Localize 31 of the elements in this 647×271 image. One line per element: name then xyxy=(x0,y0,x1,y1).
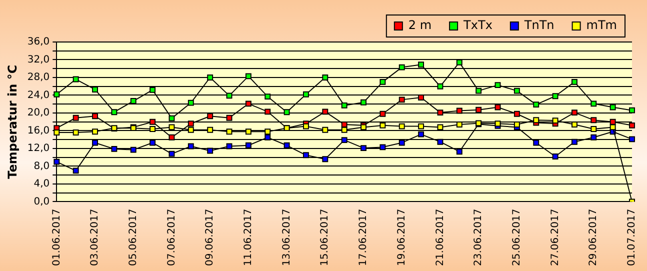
x-tick-label: 05.06.2017 xyxy=(128,208,139,266)
x-tick-label: 13.06.2017 xyxy=(281,208,292,266)
y-tick-label: 0,0 xyxy=(34,196,50,208)
y-tick-label: 24,0 xyxy=(27,90,50,101)
x-tick-label: 27.06.2017 xyxy=(550,208,561,266)
y-tick-label: 36,0 xyxy=(27,36,50,48)
x-tick-label: 17.06.2017 xyxy=(358,208,370,266)
x-tick-label: 01.07.2017 xyxy=(626,208,638,266)
x-tick-label: 21.06.2017 xyxy=(434,208,446,266)
y-axis-title: Temperatur in °C xyxy=(5,64,20,179)
x-tick-label: 01.06.2017 xyxy=(51,208,62,266)
y-tick-label: 28,0 xyxy=(27,72,50,84)
y-tick-label: 4,0 xyxy=(34,178,50,190)
x-tick-label: 07.06.2017 xyxy=(166,208,178,266)
x-tick-label: 15.06.2017 xyxy=(320,208,331,266)
legend-label: TnTn xyxy=(523,18,554,32)
x-tick-label: 11.06.2017 xyxy=(243,208,254,266)
y-tick-label: 32,0 xyxy=(27,54,50,66)
y-tick-label: 20,0 xyxy=(27,108,50,119)
legend-label: mTm xyxy=(586,18,618,32)
x-tick-label: 29.06.2017 xyxy=(588,208,600,266)
legend-label: TxTx xyxy=(462,18,492,32)
y-tick-label: 16,0 xyxy=(27,125,50,136)
legend-label: 2 m xyxy=(408,18,432,32)
y-tick-label: 8,0 xyxy=(34,160,50,172)
x-tick-label: 23.06.2017 xyxy=(473,208,484,266)
x-tick-label: 09.06.2017 xyxy=(204,208,216,266)
x-tick-label: 25.06.2017 xyxy=(512,208,523,266)
x-tick-label: 19.06.2017 xyxy=(396,208,408,266)
y-tick-label: 12,0 xyxy=(27,143,50,154)
x-tick-label: 03.06.2017 xyxy=(90,208,101,266)
